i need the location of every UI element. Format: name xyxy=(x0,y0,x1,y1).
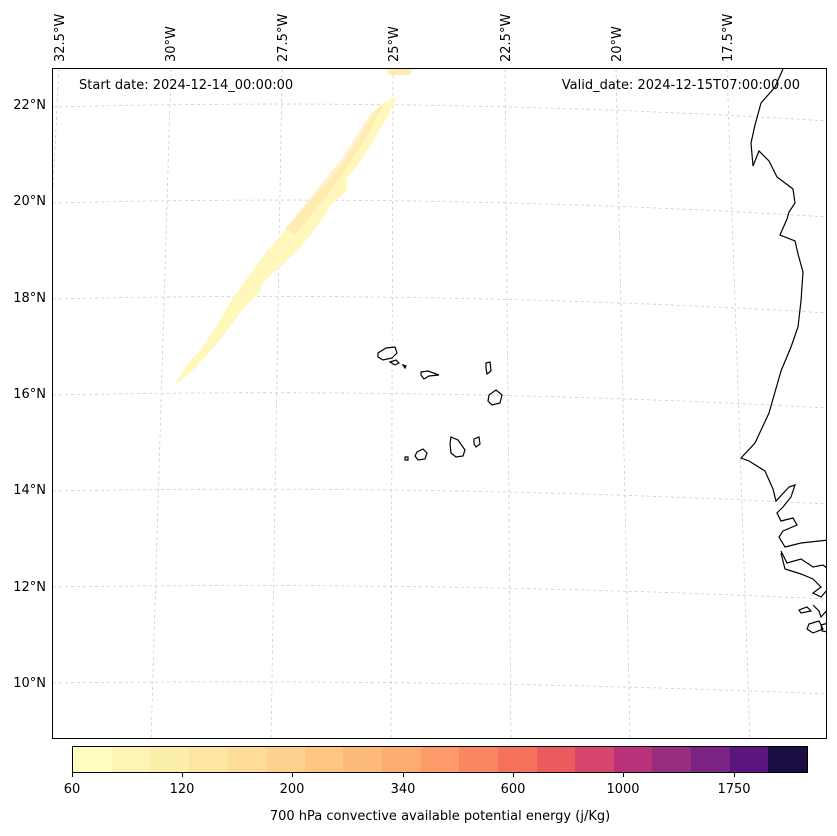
coast-guinea xyxy=(812,604,826,619)
lon-label: 25°W xyxy=(387,26,402,62)
lat-label: 10°N xyxy=(13,676,46,691)
colorbar-title: 700 hPa convective available potential e… xyxy=(269,809,611,824)
colorbar-cell xyxy=(691,747,730,772)
colorbar-tick xyxy=(734,773,735,777)
colorbar-cell xyxy=(343,747,382,772)
colorbar-cell xyxy=(227,747,267,772)
island-maio xyxy=(473,436,481,448)
colorbar-cell xyxy=(73,747,112,772)
gridline-20w xyxy=(615,69,631,738)
gridline-32-5w xyxy=(53,69,60,190)
lat-label: 12°N xyxy=(13,580,46,595)
lat-gridlines xyxy=(53,103,826,695)
gridline-22-5w xyxy=(504,69,512,738)
map-panel xyxy=(52,68,827,739)
island-santo-antao xyxy=(377,346,398,361)
cape-band-streak xyxy=(285,105,383,235)
island-sao-vicente xyxy=(388,359,401,366)
colorbar-tick-label: 1750 xyxy=(717,782,751,797)
lon-label: 27.5°W xyxy=(276,13,291,62)
island-boa-vista xyxy=(487,389,503,406)
colorbar-tick-label: 340 xyxy=(390,782,416,797)
gridline-22n xyxy=(53,103,826,122)
coast-guinea-bissau-2 xyxy=(780,552,826,598)
gridline-20n xyxy=(53,199,826,218)
colorbar-tick xyxy=(182,773,183,777)
colorbar-cell xyxy=(420,747,460,772)
colorbar-cell xyxy=(575,747,614,772)
island-sao-nicolau xyxy=(420,370,440,380)
lon-label: 17.5°W xyxy=(721,13,736,62)
gridline-16n xyxy=(53,392,826,409)
lat-label: 16°N xyxy=(13,387,46,402)
colorbar-cell xyxy=(111,747,151,772)
coast-senegal-gambia xyxy=(776,506,826,548)
colorbar-tick-label: 1000 xyxy=(606,782,640,797)
island-santiago xyxy=(449,436,466,458)
lat-label: 22°N xyxy=(13,98,46,113)
lat-label: 20°N xyxy=(13,194,46,209)
gridline-30w xyxy=(150,69,172,738)
gridline-10n xyxy=(53,681,826,695)
valid-date-text: Valid_date: 2024-12-15T07:00:00.00 xyxy=(561,78,800,93)
gridline-25w xyxy=(390,69,394,738)
gridline-12n xyxy=(53,585,826,600)
island-sal xyxy=(485,361,492,376)
gridline-27-5w xyxy=(270,69,283,738)
africa-coastline xyxy=(739,69,826,634)
colorbar-tick-label: 120 xyxy=(169,782,195,797)
colorbar-cell xyxy=(536,747,576,772)
colorbar-cell xyxy=(266,747,305,772)
lon-gridlines xyxy=(53,69,751,738)
cape-field xyxy=(175,69,413,384)
colorbar-cell xyxy=(729,747,769,772)
colorbar-cell xyxy=(613,747,653,772)
lon-label: 22.5°W xyxy=(499,13,514,62)
coast-islands-south xyxy=(806,620,826,634)
colorbar-tick-label: 60 xyxy=(63,782,81,797)
colorbar-cell xyxy=(304,747,344,772)
colorbar-cell xyxy=(768,747,807,772)
cape-band-top xyxy=(387,69,413,75)
colorbar-tick-label: 600 xyxy=(500,782,526,797)
gridline-17-5w xyxy=(726,69,751,738)
colorbar-tick xyxy=(513,773,514,777)
island-fogo xyxy=(414,448,428,461)
colorbar-cell xyxy=(150,747,189,772)
coast-guinea-bissau xyxy=(780,550,826,569)
lat-label: 14°N xyxy=(13,483,46,498)
colorbar xyxy=(72,746,808,773)
map-canvas xyxy=(53,69,826,738)
colorbar-cell xyxy=(652,747,691,772)
colorbar-tick xyxy=(292,773,293,777)
colorbar-tick xyxy=(623,773,624,777)
island-santa-luzia xyxy=(401,363,407,370)
lon-label: 30°W xyxy=(164,26,179,62)
colorbar-tick xyxy=(72,773,73,777)
start-date-text: Start date: 2024-12-14_00:00:00 xyxy=(79,78,294,93)
lat-label: 18°N xyxy=(13,291,46,306)
colorbar-cell xyxy=(188,747,228,772)
gridline-14n xyxy=(53,488,826,505)
coast-bissagos xyxy=(798,606,813,614)
colorbar-tick-label: 200 xyxy=(279,782,305,797)
colorbar-tick xyxy=(403,773,404,777)
colorbar-cell xyxy=(382,747,421,772)
gridline-18n xyxy=(53,296,826,314)
lon-label: 32.5°W xyxy=(53,13,68,62)
island-brava xyxy=(404,456,409,461)
lon-label: 20°W xyxy=(610,26,625,62)
cape-verde-islands xyxy=(377,346,503,461)
colorbar-cell xyxy=(459,747,498,772)
colorbar-cell xyxy=(497,747,537,772)
coast-mauritania xyxy=(739,69,804,508)
